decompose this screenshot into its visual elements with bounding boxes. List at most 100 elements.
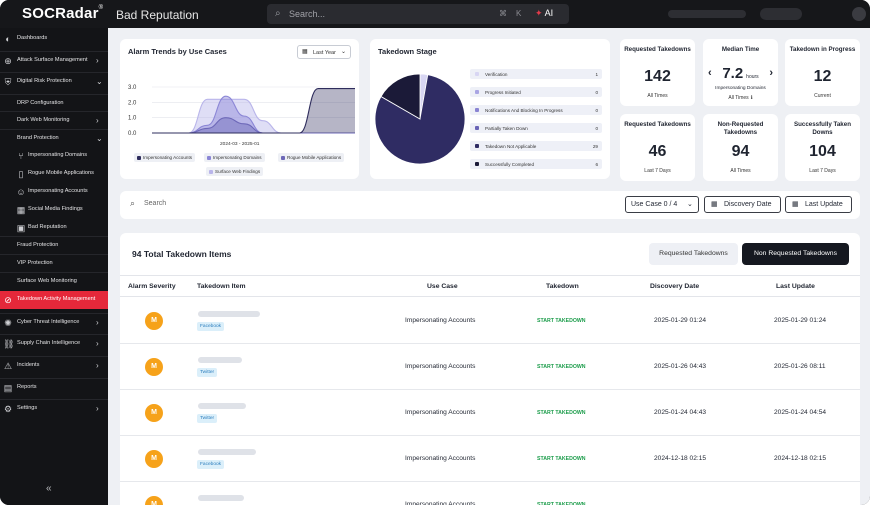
- sidebar-item[interactable]: ⛓ Supply Chain Intelligence ›: [0, 334, 108, 352]
- last-update-filter[interactable]: ▦ Last Update: [785, 196, 852, 213]
- sidebar-item[interactable]: ⛨ Digital Risk Protection ⌄: [0, 72, 108, 90]
- start-takedown-link[interactable]: START TAKEDOWN: [537, 364, 586, 370]
- non-requested-takedowns-tab[interactable]: Non Requested Takedowns: [742, 243, 849, 265]
- sidebar-item[interactable]: ☺ Impersonating Accounts: [0, 183, 108, 201]
- sidebar-item[interactable]: DRP Configuration: [0, 94, 108, 112]
- legend-item[interactable]: Impersonating Accounts: [134, 153, 196, 162]
- socradar-logo[interactable]: SOCRadar®: [22, 5, 104, 22]
- sidebar-item[interactable]: ⊘ Takedown Activity Management: [0, 291, 108, 309]
- blurred-item-name: [198, 311, 260, 317]
- column-header[interactable]: Alarm Severity: [128, 283, 176, 290]
- sidebar-item[interactable]: ⊕ Attack Surface Management ›: [0, 51, 108, 69]
- table-row[interactable]: M Twitter Impersonating Accounts START TAKE…: [120, 390, 860, 436]
- sidebar-item[interactable]: ▦ Social Media Findings: [0, 201, 108, 219]
- sidebar-item[interactable]: ⚠ Incidents ›: [0, 356, 108, 374]
- start-takedown-link[interactable]: START TAKEDOWN: [537, 410, 586, 416]
- use-case-filter[interactable]: Use Case 0 / 4 ⌄: [625, 196, 699, 213]
- stat-card[interactable]: Median Time ‹ 7.2 hours › Impersonating Domai…: [703, 39, 778, 106]
- stage-row[interactable]: Partially Taken Down 0: [470, 123, 602, 133]
- y-tick-label: 1.0: [128, 116, 137, 122]
- next-arrow-icon[interactable]: ›: [769, 67, 773, 79]
- date-range-select[interactable]: ▦ Last Year ⌄: [297, 45, 351, 59]
- stage-label: Verification: [485, 71, 508, 77]
- stat-subtitle: Last 7 Days: [809, 168, 836, 174]
- stat-title: Requested Takedowns: [624, 121, 691, 128]
- stat-card[interactable]: Requested Takedowns 46 Last 7 Days: [620, 114, 695, 181]
- stat-card[interactable]: Non-Requested Takedowns 94 All Times: [703, 114, 778, 181]
- sidebar-item[interactable]: ▯ Rogue Mobile Applications: [0, 165, 108, 183]
- sidebar-item[interactable]: ◐ Dashboards: [0, 30, 108, 48]
- start-takedown-link[interactable]: START TAKEDOWN: [537, 318, 586, 324]
- last-update-cell: 2025-01-24 04:54: [774, 409, 827, 416]
- user-avatar[interactable]: [852, 7, 866, 21]
- start-takedown-link[interactable]: START TAKEDOWN: [537, 456, 586, 462]
- column-header[interactable]: Last Update: [776, 283, 815, 290]
- stat-subtitle: All Times: [730, 168, 751, 174]
- series-impersonating-accounts: [152, 87, 355, 134]
- stage-row[interactable]: Verification 1: [470, 69, 602, 79]
- requested-takedowns-tab[interactable]: Requested Takedowns: [649, 243, 738, 265]
- stat-card[interactable]: Successfully Taken Downs 104 Last 7 Days: [785, 114, 860, 181]
- severity-badge: M: [145, 450, 163, 468]
- prev-arrow-icon[interactable]: ‹: [708, 67, 712, 79]
- column-header[interactable]: Use Case: [427, 283, 458, 290]
- table-row[interactable]: M Impersonating Accounts START TAKEDOWN: [120, 482, 860, 505]
- takedown-icon: ⊘: [4, 295, 12, 305]
- table-row[interactable]: M Twitter Impersonating Accounts START TAKE…: [120, 344, 860, 390]
- stat-card[interactable]: Takedown in Progress 12 Current: [785, 39, 860, 106]
- chevron-icon: ›: [96, 318, 99, 327]
- takedown-stage-card: Takedown Stage Verification 1 Progress Ini…: [370, 39, 610, 179]
- pie-slice-successfully-completed[interactable]: [380, 73, 421, 120]
- legend-item[interactable]: Impersonating Domains: [204, 153, 265, 162]
- stage-row[interactable]: Progress Initiated 0: [470, 87, 602, 97]
- table-row[interactable]: M Facebook Impersonating Accounts START TAK…: [120, 298, 860, 344]
- discovery-date-label: Discovery Date: [724, 201, 772, 208]
- stat-value: 104: [809, 143, 836, 160]
- sidebar-item[interactable]: ▤ Reports: [0, 378, 108, 396]
- stat-subtitle: Current: [814, 93, 831, 99]
- stage-value: 1: [595, 71, 598, 77]
- column-header[interactable]: Discovery Date: [650, 283, 700, 290]
- info-icon[interactable]: ℹ: [750, 95, 753, 101]
- global-search-placeholder: Search...: [289, 9, 326, 19]
- legend-label: Surface Web Findings: [215, 169, 261, 174]
- sidebar-item[interactable]: Brand Protection ⌄: [0, 129, 108, 147]
- legend-item[interactable]: Surface Web Findings: [206, 167, 264, 176]
- collapse-sidebar-button[interactable]: «: [46, 483, 52, 494]
- sidebar-item[interactable]: ✺ Cyber Threat Intelligence ›: [0, 313, 108, 331]
- sidebar-item-label: Brand Protection: [17, 135, 59, 141]
- platform-badge: Twitter: [197, 414, 218, 423]
- chevron-icon: ›: [96, 339, 99, 348]
- global-search[interactable]: ⌕ Search... ⌘ K ✦ AI: [267, 4, 569, 24]
- start-takedown-link[interactable]: START TAKEDOWN: [537, 502, 586, 505]
- discovery-date-filter[interactable]: ▦ Discovery Date: [704, 196, 781, 213]
- severity-badge: M: [145, 312, 163, 330]
- ai-button[interactable]: ✦ AI: [535, 8, 554, 18]
- sidebar-item[interactable]: ⑂ Impersonating Domains: [0, 147, 108, 165]
- series-area: [152, 88, 355, 133]
- chevron-icon: ›: [96, 404, 99, 413]
- sidebar-item[interactable]: VIP Protection: [0, 254, 108, 272]
- sparkle-icon: ✦: [535, 8, 543, 18]
- sidebar-item[interactable]: Surface Web Monitoring: [0, 272, 108, 290]
- stat-value: 7.2: [722, 65, 744, 82]
- table-search-input[interactable]: Search: [144, 200, 167, 207]
- stage-row[interactable]: Notifications And Blocking In Progress 0: [470, 105, 602, 115]
- image-icon: ▣: [16, 223, 26, 233]
- column-header[interactable]: Takedown: [546, 283, 579, 290]
- legend-item[interactable]: Rogue Mobile Applications: [278, 153, 345, 162]
- chevron-icon: ⌄: [96, 77, 103, 86]
- stage-row[interactable]: Successfully Completed 6: [470, 159, 602, 169]
- sidebar-item[interactable]: Dark Web Monitoring ›: [0, 111, 108, 129]
- y-tick-label: 3.0: [128, 85, 137, 91]
- severity-badge: M: [145, 358, 163, 376]
- sidebar-item[interactable]: ⚙ Settings ›: [0, 399, 108, 417]
- column-header[interactable]: Takedown Item: [197, 283, 246, 290]
- sidebar-item[interactable]: ▣ Bad Reputation: [0, 219, 108, 237]
- stage-row[interactable]: Takedown Not Applicable 29: [470, 141, 602, 151]
- stat-card[interactable]: Requested Takedowns 142 All Times: [620, 39, 695, 106]
- search-icon: ⌕: [130, 198, 136, 208]
- blurred-item-name: [198, 357, 242, 363]
- table-row[interactable]: M Facebook Impersonating Accounts START TAK…: [120, 436, 860, 482]
- sidebar-item[interactable]: Fraud Protection: [0, 236, 108, 254]
